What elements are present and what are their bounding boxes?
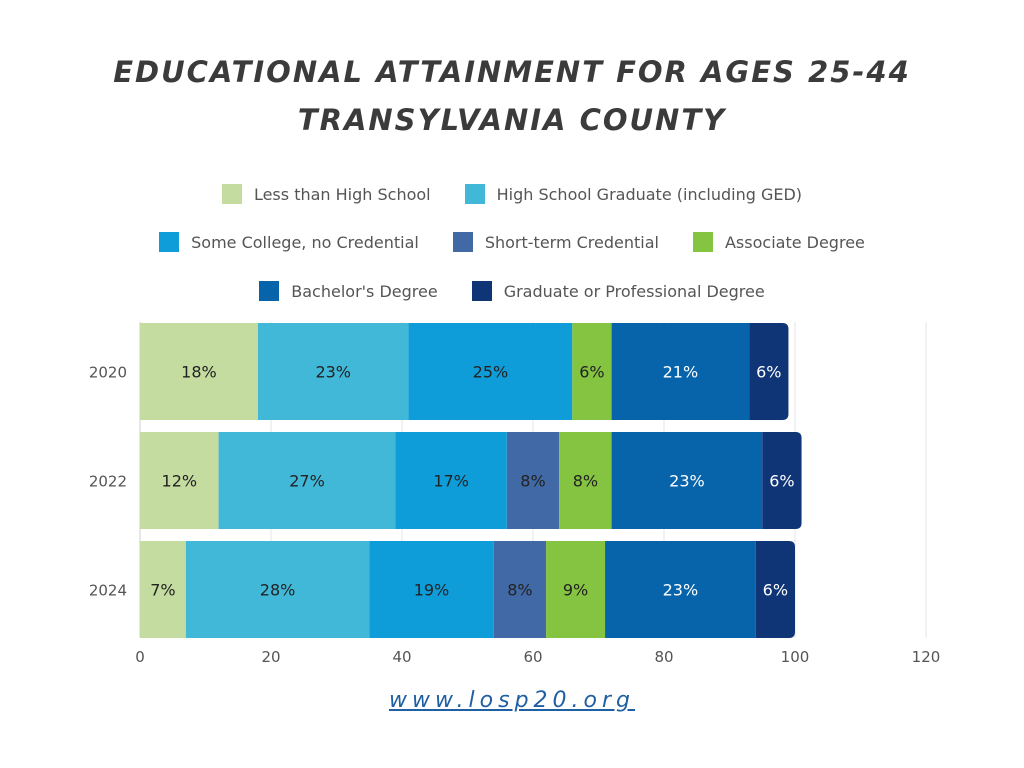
data-label: 23% bbox=[663, 581, 699, 600]
data-label: 17% bbox=[433, 472, 469, 491]
legend-swatch bbox=[464, 184, 485, 204]
legend-swatch bbox=[692, 232, 713, 252]
data-label: 8% bbox=[573, 472, 598, 491]
data-label: 21% bbox=[663, 363, 699, 382]
data-label: 12% bbox=[162, 472, 198, 491]
legend-item-less-than-high-school: Less than High School bbox=[221, 184, 431, 204]
y-category-label: 2024 bbox=[89, 582, 127, 600]
bar-segment bbox=[611, 323, 750, 420]
data-label: 6% bbox=[763, 581, 788, 600]
y-category-label: 2022 bbox=[89, 473, 127, 491]
legend-row-2: Some College, no Credential Short-term C… bbox=[0, 232, 1024, 252]
x-tick-label: 0 bbox=[135, 648, 145, 666]
legend-swatch bbox=[221, 184, 242, 204]
legend-item-some-college: Some College, no Credential bbox=[159, 232, 419, 252]
legend-label: High School Graduate (including GED) bbox=[496, 184, 803, 204]
bar-segment bbox=[140, 541, 186, 638]
bar-segment bbox=[572, 323, 612, 420]
bar-segment bbox=[762, 432, 802, 529]
legend-item-short-term-credential: Short-term Credential bbox=[452, 232, 659, 252]
legend-swatch bbox=[159, 232, 180, 252]
bar-segment bbox=[185, 541, 370, 638]
chart-title-line-2: TRANSYLVANIA COUNTY bbox=[297, 103, 727, 137]
legend-item-bachelors-degree: Bachelor's Degree bbox=[259, 281, 438, 301]
y-category-label: 2020 bbox=[89, 364, 127, 382]
data-label: 8% bbox=[507, 581, 532, 600]
legend-item-graduate-degree: Graduate or Professional Degree bbox=[471, 281, 765, 301]
legend-item-associate-degree: Associate Degree bbox=[692, 232, 865, 252]
chart-title: EDUCATIONAL ATTAINMENT FOR AGES 25-44 TR… bbox=[0, 48, 1024, 144]
x-tick-label: 20 bbox=[261, 648, 280, 666]
bar-segment bbox=[493, 541, 547, 638]
legend-row-1: Less than High School High School Gradua… bbox=[0, 184, 1024, 204]
data-label: 28% bbox=[260, 581, 296, 600]
x-tick-label: 40 bbox=[392, 648, 411, 666]
data-label: 25% bbox=[473, 363, 509, 382]
bar-segment bbox=[546, 541, 606, 638]
bar-segment bbox=[755, 541, 795, 638]
legend-label: Short-term Credential bbox=[484, 232, 659, 252]
x-tick-label: 60 bbox=[523, 648, 542, 666]
data-label: 9% bbox=[563, 581, 588, 600]
stacked-bar-chart: 0 20 40 60 80 100 120 2020 18% 23% 25% 6% 21% 6% 2022 1… bbox=[89, 322, 941, 666]
bar-segment bbox=[257, 323, 409, 420]
x-tick-label: 100 bbox=[781, 648, 810, 666]
bar-segment bbox=[749, 323, 789, 420]
bar-segment bbox=[611, 432, 763, 529]
x-tick-label: 80 bbox=[654, 648, 673, 666]
bar-segment bbox=[408, 323, 573, 420]
data-label: 27% bbox=[289, 472, 325, 491]
chart-title-line-1: EDUCATIONAL ATTAINMENT FOR AGES 25-44 bbox=[113, 55, 911, 89]
data-label: 18% bbox=[181, 363, 217, 382]
legend-swatch bbox=[471, 281, 492, 301]
data-label: 8% bbox=[520, 472, 545, 491]
data-label: 23% bbox=[669, 472, 705, 491]
legend-label: Bachelor's Degree bbox=[291, 281, 438, 301]
legend-item-high-school-graduate: High School Graduate (including GED) bbox=[464, 184, 803, 204]
data-label: 7% bbox=[150, 581, 175, 600]
legend-label: Graduate or Professional Degree bbox=[503, 281, 765, 301]
data-label: 23% bbox=[315, 363, 351, 382]
legend-swatch bbox=[259, 281, 280, 301]
legend-label: Associate Degree bbox=[724, 232, 865, 252]
data-label: 6% bbox=[756, 363, 781, 382]
bar-segment bbox=[506, 432, 560, 529]
data-label: 6% bbox=[769, 472, 794, 491]
bar-segment bbox=[140, 432, 219, 529]
legend-label: Some College, no Credential bbox=[191, 232, 419, 252]
bar-segment bbox=[605, 541, 756, 638]
bar-segment bbox=[369, 541, 494, 638]
x-tick-label: 120 bbox=[912, 648, 941, 666]
data-label: 19% bbox=[414, 581, 450, 600]
bar-segment bbox=[395, 432, 507, 529]
bar-segment bbox=[559, 432, 612, 529]
data-label: 6% bbox=[579, 363, 604, 382]
website-link[interactable]: www.losp20.org bbox=[388, 688, 636, 713]
legend-swatch bbox=[452, 232, 473, 252]
legend-row-3: Bachelor's Degree Graduate or Profession… bbox=[0, 281, 1024, 301]
legend-label: Less than High School bbox=[253, 184, 431, 204]
bar-segment bbox=[140, 323, 258, 420]
bar-segment bbox=[218, 432, 396, 529]
